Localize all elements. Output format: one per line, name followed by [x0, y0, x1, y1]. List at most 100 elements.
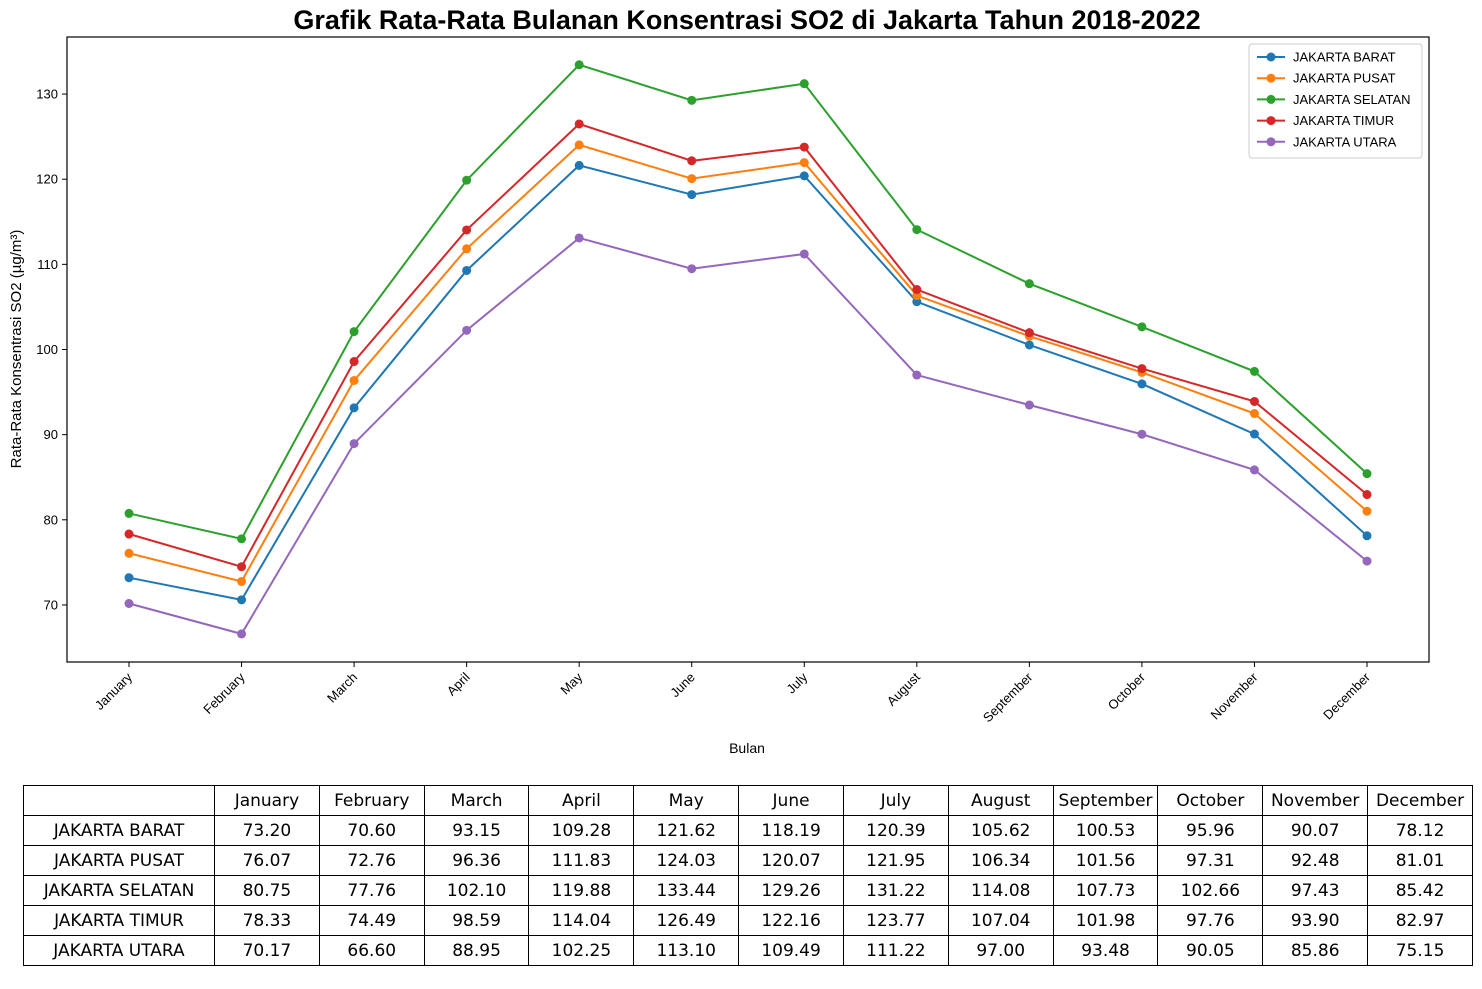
table-cell: 121.62 [633, 815, 740, 846]
table-cell: 90.05 [1157, 935, 1264, 966]
data-point [1137, 322, 1147, 332]
table-row: JAKARTA BARAT 73.20 70.60 93.15 109.28 121.62… [23, 815, 1473, 846]
table-cell: 113.10 [633, 935, 740, 966]
data-point [799, 158, 809, 168]
data-point [349, 375, 359, 385]
series-jakarta-barat [124, 160, 1372, 605]
table-cell: 131.22 [842, 875, 949, 906]
data-point [462, 325, 472, 335]
table-cell: 114.08 [947, 875, 1054, 906]
table-cell: 120.07 [738, 845, 844, 876]
legend-box [1248, 43, 1423, 159]
x-tick-label: February [200, 669, 248, 717]
table-cell: 123.77 [842, 905, 949, 936]
table-row: JAKARTA UTARA 70.17 66.60 88.95 102.25 113.10… [23, 935, 1473, 966]
table-column-header: November [1262, 785, 1369, 816]
table-cell: 133.44 [633, 875, 740, 906]
table-row-label: JAKARTA BARAT [23, 815, 215, 846]
table-cell: 95.96 [1157, 815, 1264, 846]
data-point [912, 225, 922, 235]
table-cell: 92.48 [1262, 845, 1369, 876]
x-tick-label: May [557, 669, 585, 697]
table-row: JAKARTA PUSAT 76.07 72.76 96.36 111.83 124.03… [23, 845, 1473, 876]
table-cell: 72.76 [318, 845, 425, 876]
data-point [1362, 556, 1372, 566]
table-cell: 107.73 [1052, 875, 1159, 906]
table-row-label: JAKARTA PUSAT [23, 845, 215, 876]
legend-marker [1266, 73, 1276, 83]
table-cell: 66.60 [318, 935, 425, 966]
y-tick-label: 100 [36, 342, 58, 357]
table-cell: 75.15 [1367, 935, 1473, 966]
x-axis: January February March April May June July Augu… [92, 662, 1374, 725]
x-tick-label: August [884, 669, 923, 708]
data-point [349, 357, 359, 367]
table-cell: 120.39 [842, 815, 949, 846]
data-point [1362, 490, 1372, 500]
table-cell: 80.75 [214, 875, 320, 906]
table-cell: 70.17 [214, 935, 320, 966]
table-column-header: April [528, 785, 635, 816]
table-cell: 93.48 [1052, 935, 1159, 966]
y-tick-label: 90 [44, 427, 58, 442]
x-tick-label: July [783, 669, 810, 696]
data-point [349, 327, 359, 337]
table-cell: 90.07 [1262, 815, 1369, 846]
table-column-header: September [1052, 785, 1159, 816]
table-column-header: October [1157, 785, 1264, 816]
table-cell: 81.01 [1367, 845, 1473, 876]
chart-title: Grafik Rata-Rata Bulanan Konsentrasi SO2… [293, 5, 1200, 35]
data-point [799, 171, 809, 181]
series-jakarta-pusat [124, 140, 1372, 586]
table-cell: 97.31 [1157, 845, 1264, 876]
legend-marker [1266, 52, 1276, 62]
data-table: January February March April May June July Augu… [23, 785, 1473, 966]
table-cell: 124.03 [633, 845, 740, 876]
table-cell: 98.59 [423, 905, 530, 936]
series-jakarta-selatan [124, 60, 1372, 544]
data-point [799, 249, 809, 259]
y-tick-label: 120 [36, 172, 58, 187]
data-point [462, 225, 472, 235]
x-tick-label: December [1320, 669, 1373, 722]
series-line [128, 143, 1368, 583]
table-header-row: January February March April May June July Augu… [23, 785, 1473, 816]
data-point [574, 160, 584, 170]
table-column-header: June [738, 785, 844, 816]
table-cell: 96.36 [423, 845, 530, 876]
data-point [124, 599, 134, 609]
data-point [349, 403, 359, 413]
data-point [1024, 340, 1034, 350]
x-tick-label: January [92, 669, 136, 713]
table-cell: 111.22 [842, 935, 949, 966]
data-point [1249, 409, 1259, 419]
table-cell: 121.95 [842, 845, 949, 876]
table-cell: 122.16 [738, 905, 844, 936]
data-point [574, 60, 584, 70]
data-point [687, 190, 697, 200]
table-cell: 106.34 [947, 845, 1054, 876]
data-point [687, 156, 697, 166]
series-line [128, 63, 1368, 541]
table-corner-cell [23, 785, 215, 816]
data-point [574, 119, 584, 129]
y-tick-label: 70 [44, 597, 58, 612]
table-column-header: January [214, 785, 320, 816]
x-tick-label: November [1208, 669, 1261, 722]
y-tick-label: 130 [36, 87, 58, 102]
legend-marker [1266, 94, 1276, 104]
series-line [128, 122, 1368, 568]
data-point [687, 264, 697, 274]
data-point [1137, 429, 1147, 439]
data-point [1137, 364, 1147, 374]
table-cell: 119.88 [528, 875, 635, 906]
table-column-header: July [842, 785, 949, 816]
table-cell: 118.19 [738, 815, 844, 846]
data-point [1024, 279, 1034, 289]
table-cell: 109.49 [738, 935, 844, 966]
table-cell: 105.62 [947, 815, 1054, 846]
table-column-header: May [633, 785, 740, 816]
data-point [124, 508, 134, 518]
table-cell: 126.49 [633, 905, 740, 936]
data-point [799, 79, 809, 89]
